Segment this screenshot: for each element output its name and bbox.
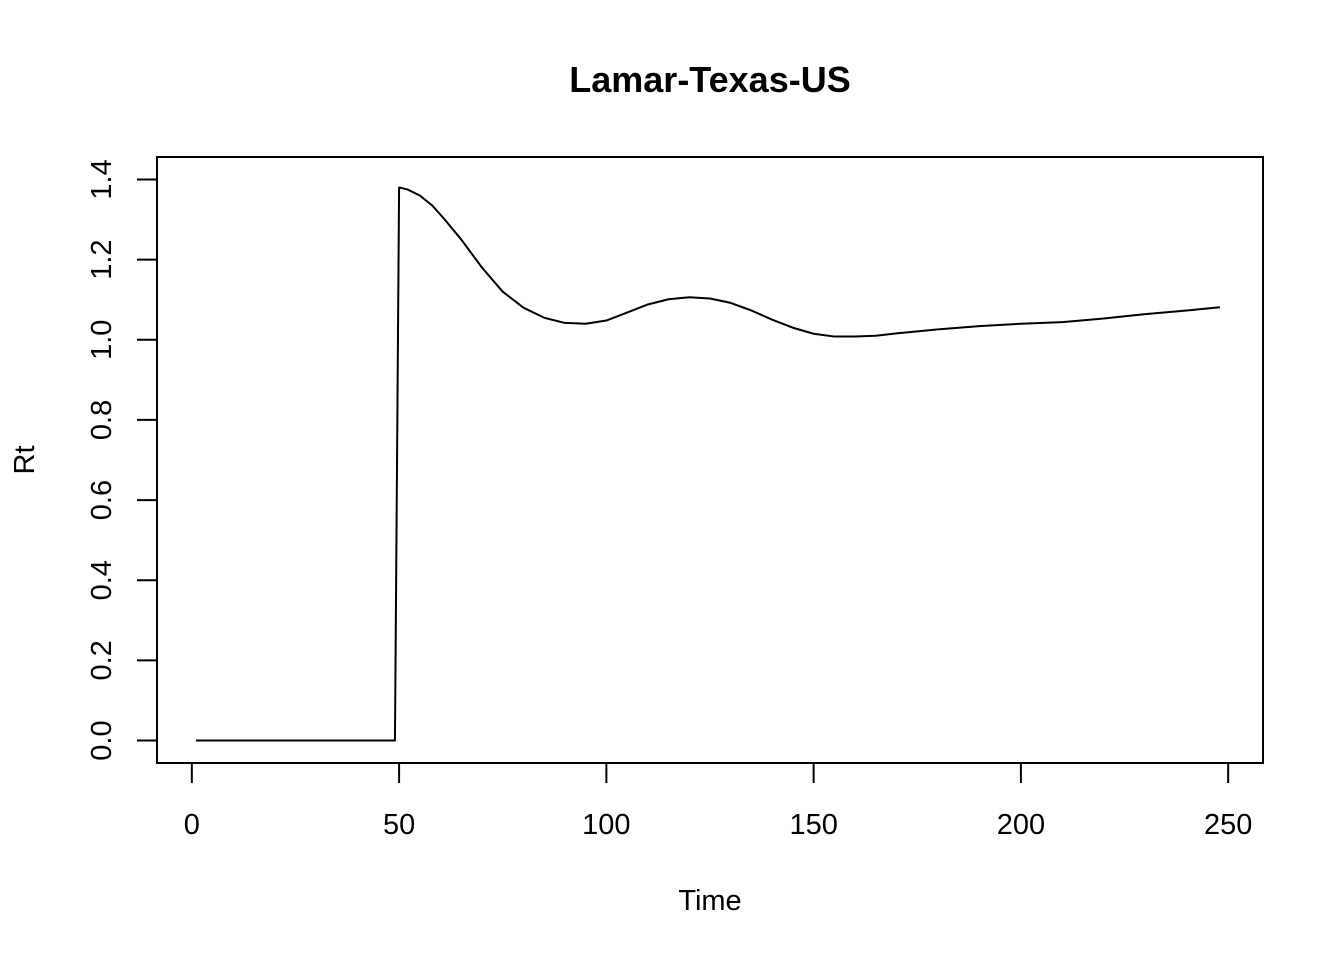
y-tick-label: 0.2 [86, 640, 118, 680]
y-axis: 0.0 0.2 0.4 0.6 0.8 1.0 1.2 1.4 [86, 159, 158, 761]
y-tick-label: 0.0 [86, 720, 118, 760]
y-tick-label: 0.8 [86, 400, 118, 440]
plot-frame [156, 156, 1264, 764]
x-tick-label: 50 [383, 809, 415, 841]
y-tick-label: 1.4 [86, 159, 118, 199]
x-tick-label: 0 [184, 809, 200, 841]
y-tick-label: 0.4 [86, 560, 118, 600]
x-tick-label: 200 [997, 809, 1045, 841]
y-axis-label: Rt [9, 446, 41, 475]
y-tick-label: 1.2 [86, 239, 118, 279]
chart-title: Lamar-Texas-US [569, 59, 850, 100]
y-tick-label: 0.6 [86, 480, 118, 520]
x-tick-label: 150 [789, 809, 837, 841]
series-layer [195, 186, 1220, 742]
y-tick-label: 1.0 [86, 320, 118, 360]
x-axis-label: Time [678, 885, 741, 917]
x-tick-label: 250 [1204, 809, 1252, 841]
series-line-rt [195, 186, 1220, 742]
x-tick-label: 100 [582, 809, 630, 841]
x-axis: 0 50 100 150 200 250 [184, 762, 1252, 841]
